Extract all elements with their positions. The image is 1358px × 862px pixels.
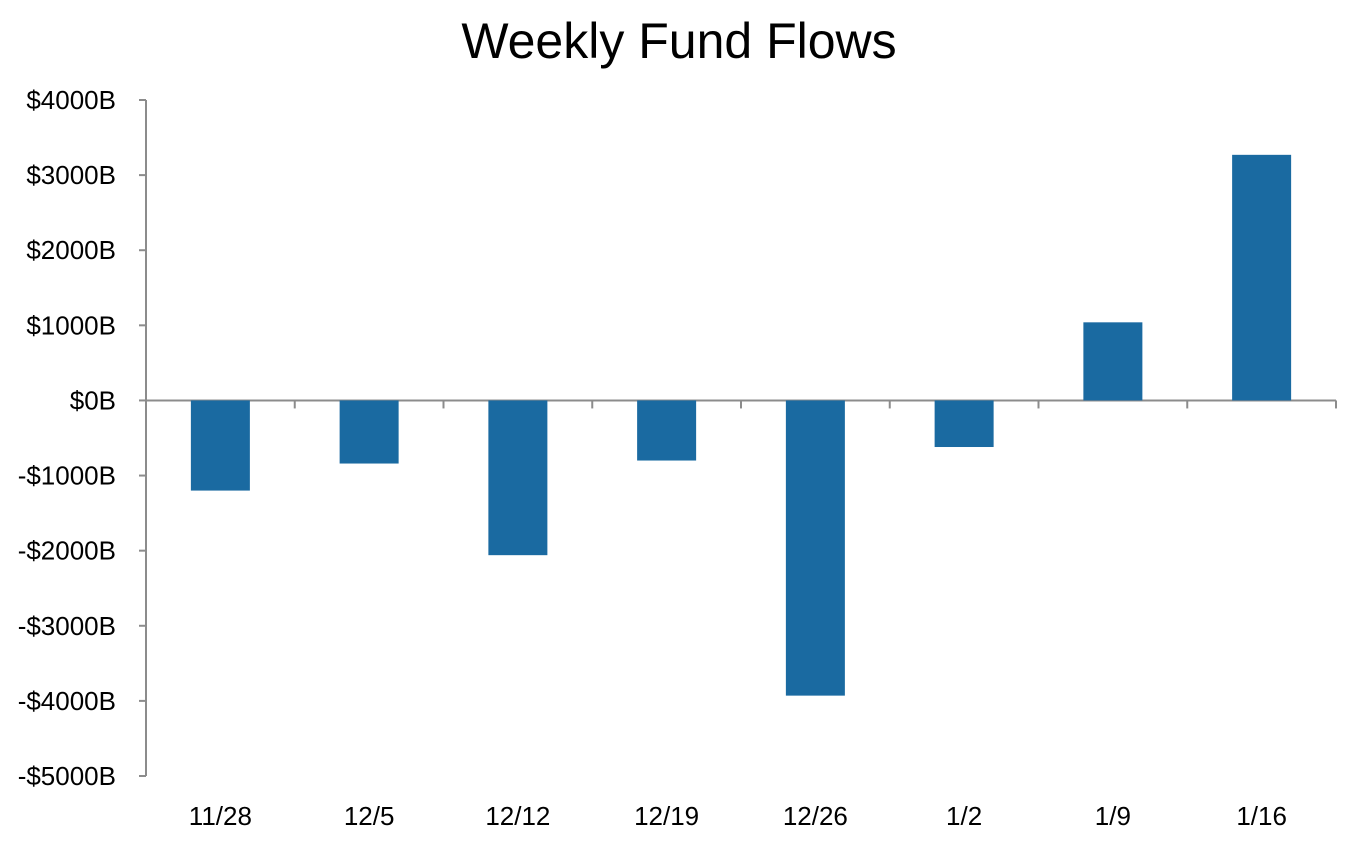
y-tick-label: $3000B [26, 160, 116, 190]
x-tick-label: 1/16 [1236, 801, 1287, 831]
x-axis: 11/28 12/5 12/12 12/19 12/26 1/2 1/9 1/16 [146, 399, 1337, 831]
bar [1232, 154, 1292, 401]
bar [637, 400, 697, 461]
bar [488, 400, 548, 556]
x-tick-label: 1/2 [946, 801, 982, 831]
y-axis: $4000B $3000B $2000B $1000B $0B -$1000B -$2000… [18, 85, 147, 791]
bar [785, 400, 845, 696]
bar [1083, 322, 1143, 401]
x-tick-label: 11/28 [189, 801, 252, 831]
x-tick-label: 12/19 [634, 801, 699, 831]
y-tick-label: -$3000B [18, 611, 116, 641]
x-tick-label: 1/9 [1095, 801, 1131, 831]
x-tick-label: 12/12 [485, 801, 550, 831]
y-tick-label: $4000B [26, 85, 116, 115]
bar [934, 400, 994, 448]
y-tick-label: $0B [70, 385, 116, 415]
x-tick-label: 12/26 [783, 801, 848, 831]
x-tick-label: 12/5 [344, 801, 395, 831]
y-tick-label: $1000B [26, 310, 116, 340]
y-tick-label: -$4000B [18, 686, 116, 716]
bar [339, 400, 399, 464]
chart-title: Weekly Fund Flows [461, 13, 897, 69]
bar [190, 400, 250, 491]
bars-group [190, 154, 1292, 696]
y-tick-label: -$1000B [18, 461, 116, 491]
y-tick-label: -$2000B [18, 536, 116, 566]
y-tick-label: $2000B [26, 235, 116, 265]
y-tick-label: -$5000B [18, 761, 116, 791]
